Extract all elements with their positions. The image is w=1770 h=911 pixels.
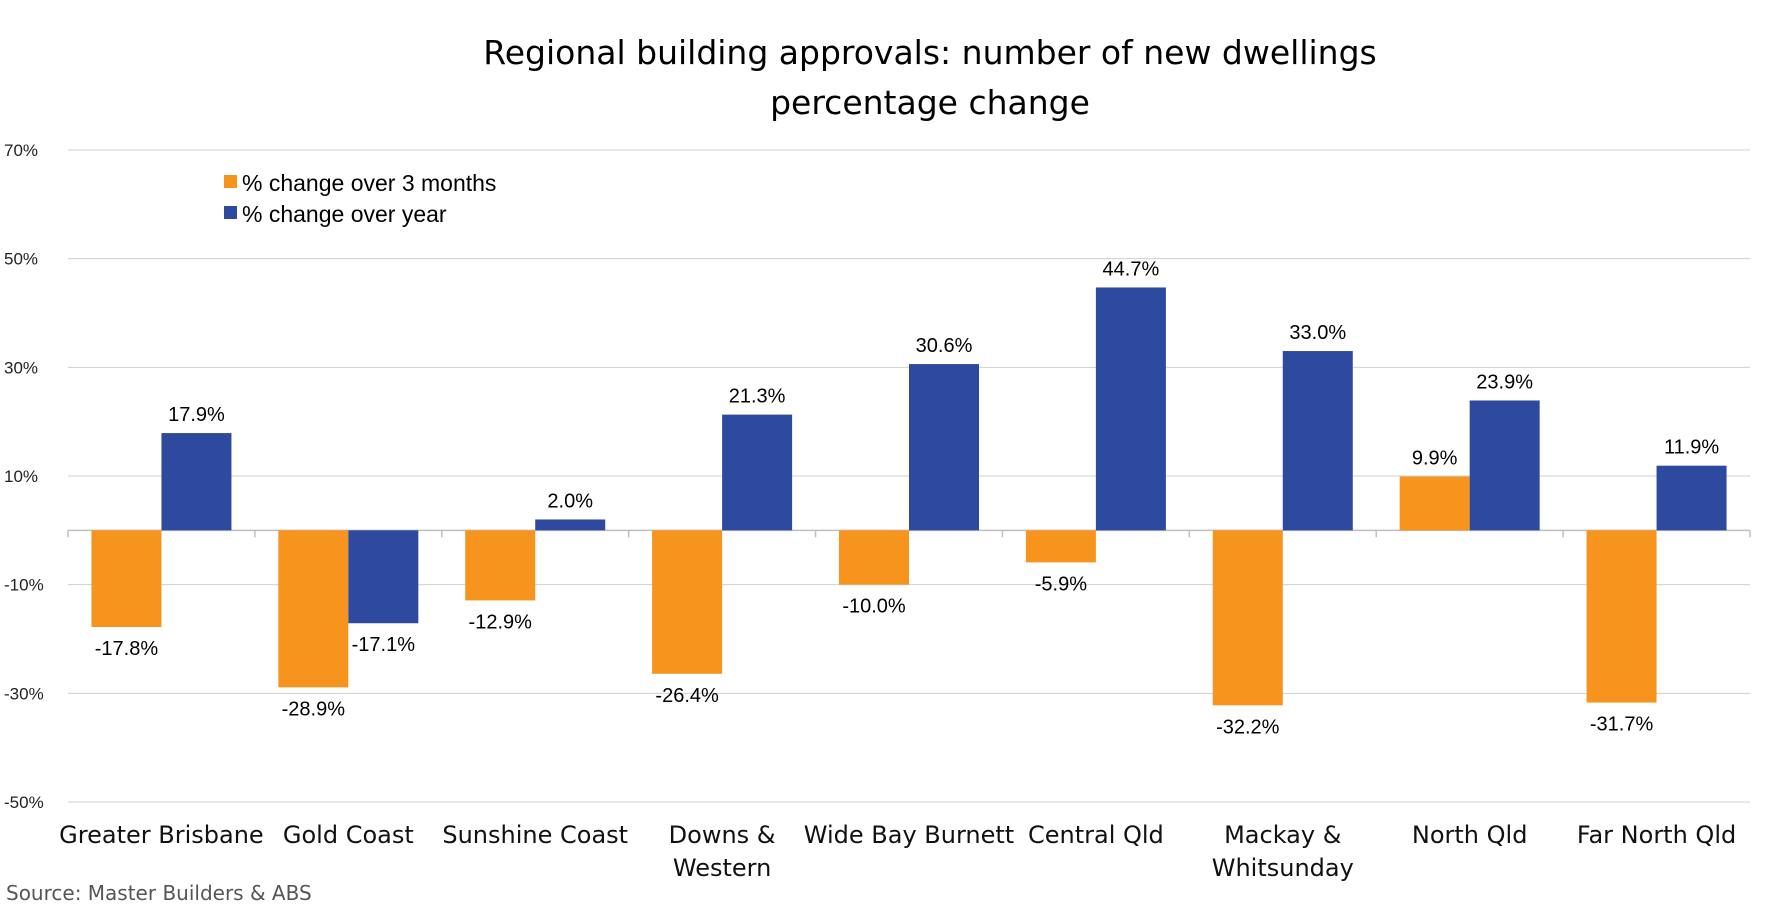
data-label-3-months: 9.9%	[1412, 448, 1458, 470]
bar-3-months	[1025, 530, 1096, 563]
data-label-3-months: -5.9%	[1035, 573, 1087, 595]
legend-label-3-months: % change over 3 months	[242, 170, 496, 196]
x-category-label: Sunshine Coast	[442, 821, 628, 849]
source-note: Source: Master Builders & ABS	[6, 881, 312, 905]
bar-3-months	[652, 530, 723, 674]
data-label-year: 2.0%	[547, 490, 593, 512]
bar-year	[348, 530, 419, 624]
bar-3-months	[839, 530, 909, 585]
bar-3-months	[278, 530, 349, 688]
y-axis-ticks: 70% 50% 30% 10% -10% -30% -50%	[4, 141, 44, 812]
bar-year	[909, 364, 979, 531]
x-category-label: Gold Coast	[283, 821, 414, 849]
bar-year	[722, 414, 793, 531]
chart-subtitle: percentage change	[770, 83, 1090, 122]
data-label-3-months: -17.8%	[95, 638, 159, 660]
bar-3-months	[1586, 530, 1657, 703]
x-category-label: Wide Bay Burnett	[804, 821, 1014, 849]
data-label-3-months: -26.4%	[655, 685, 719, 707]
legend-label-year: % change over year	[242, 201, 447, 227]
y-tick-label: -10%	[4, 576, 44, 595]
data-label-3-months: -28.9%	[282, 698, 346, 720]
data-label-year: 17.9%	[168, 404, 225, 426]
bar-year	[1095, 287, 1166, 531]
bar-3-months	[1399, 476, 1470, 531]
x-category-label-line: Greater Brisbane	[59, 821, 264, 849]
data-label-year: 21.3%	[729, 386, 786, 408]
bars	[91, 287, 1727, 706]
data-label-year: -17.1%	[352, 634, 416, 656]
y-tick-label: 10%	[4, 467, 38, 486]
x-category-label: Far North Qld	[1577, 821, 1736, 849]
data-label-year: 30.6%	[916, 335, 973, 357]
bar-year	[535, 519, 606, 531]
x-category-label-line: Wide Bay Burnett	[804, 821, 1014, 849]
y-tick-label: -30%	[4, 684, 44, 703]
data-label-year: 44.7%	[1103, 258, 1160, 280]
bar-year	[1282, 351, 1353, 531]
x-category-label-line: Downs &	[669, 821, 776, 849]
x-category-label: Greater Brisbane	[59, 821, 264, 849]
legend: % change over 3 months % change over yea…	[224, 170, 496, 227]
y-tick-label: 30%	[4, 358, 38, 377]
x-axis-categories: Greater Brisbane Gold Coast Sunshine Coast…	[59, 821, 1736, 882]
data-label-year: 23.9%	[1476, 371, 1533, 393]
data-label-year: 11.9%	[1664, 437, 1719, 459]
data-label-year: 33.0%	[1289, 322, 1346, 344]
bar-year	[161, 433, 232, 531]
x-category-label-line: Gold Coast	[283, 821, 414, 849]
x-category-label-line: Western	[673, 854, 771, 882]
data-label-3-months: -10.0%	[842, 596, 906, 618]
bar-year	[1469, 400, 1540, 531]
x-category-label-line: Far North Qld	[1577, 821, 1736, 849]
x-category-label-line: Sunshine Coast	[442, 821, 628, 849]
y-tick-label: 50%	[4, 250, 38, 269]
x-category-label: Central Qld	[1028, 821, 1164, 849]
x-category-label: Downs & Western	[669, 821, 776, 882]
x-category-label-line: Central Qld	[1028, 821, 1164, 849]
y-tick-label: 70%	[4, 141, 38, 160]
data-label-3-months: -12.9%	[469, 611, 533, 633]
x-category-label-line: Mackay &	[1224, 821, 1341, 849]
bar-3-months	[1212, 530, 1283, 706]
data-label-3-months: -32.2%	[1216, 716, 1280, 738]
chart-title: Regional building approvals: number of n…	[483, 33, 1376, 72]
bar-year	[1656, 465, 1727, 531]
legend-swatch-year	[224, 206, 237, 219]
y-tick-label: -50%	[4, 793, 44, 812]
x-category-label: Mackay & Whitsunday	[1212, 821, 1354, 882]
x-category-label-line: North Qld	[1412, 821, 1528, 849]
x-category-label: North Qld	[1412, 821, 1528, 849]
data-labels: -17.8% 17.9% -28.9% -17.1% -12.9% 2.0% -26.4% 2…	[95, 258, 1720, 738]
data-label-3-months: -31.7%	[1590, 714, 1654, 736]
bar-3-months	[465, 530, 536, 601]
legend-swatch-3-months	[224, 175, 237, 188]
x-category-label-line: Whitsunday	[1212, 854, 1354, 882]
bar-3-months	[91, 530, 162, 628]
